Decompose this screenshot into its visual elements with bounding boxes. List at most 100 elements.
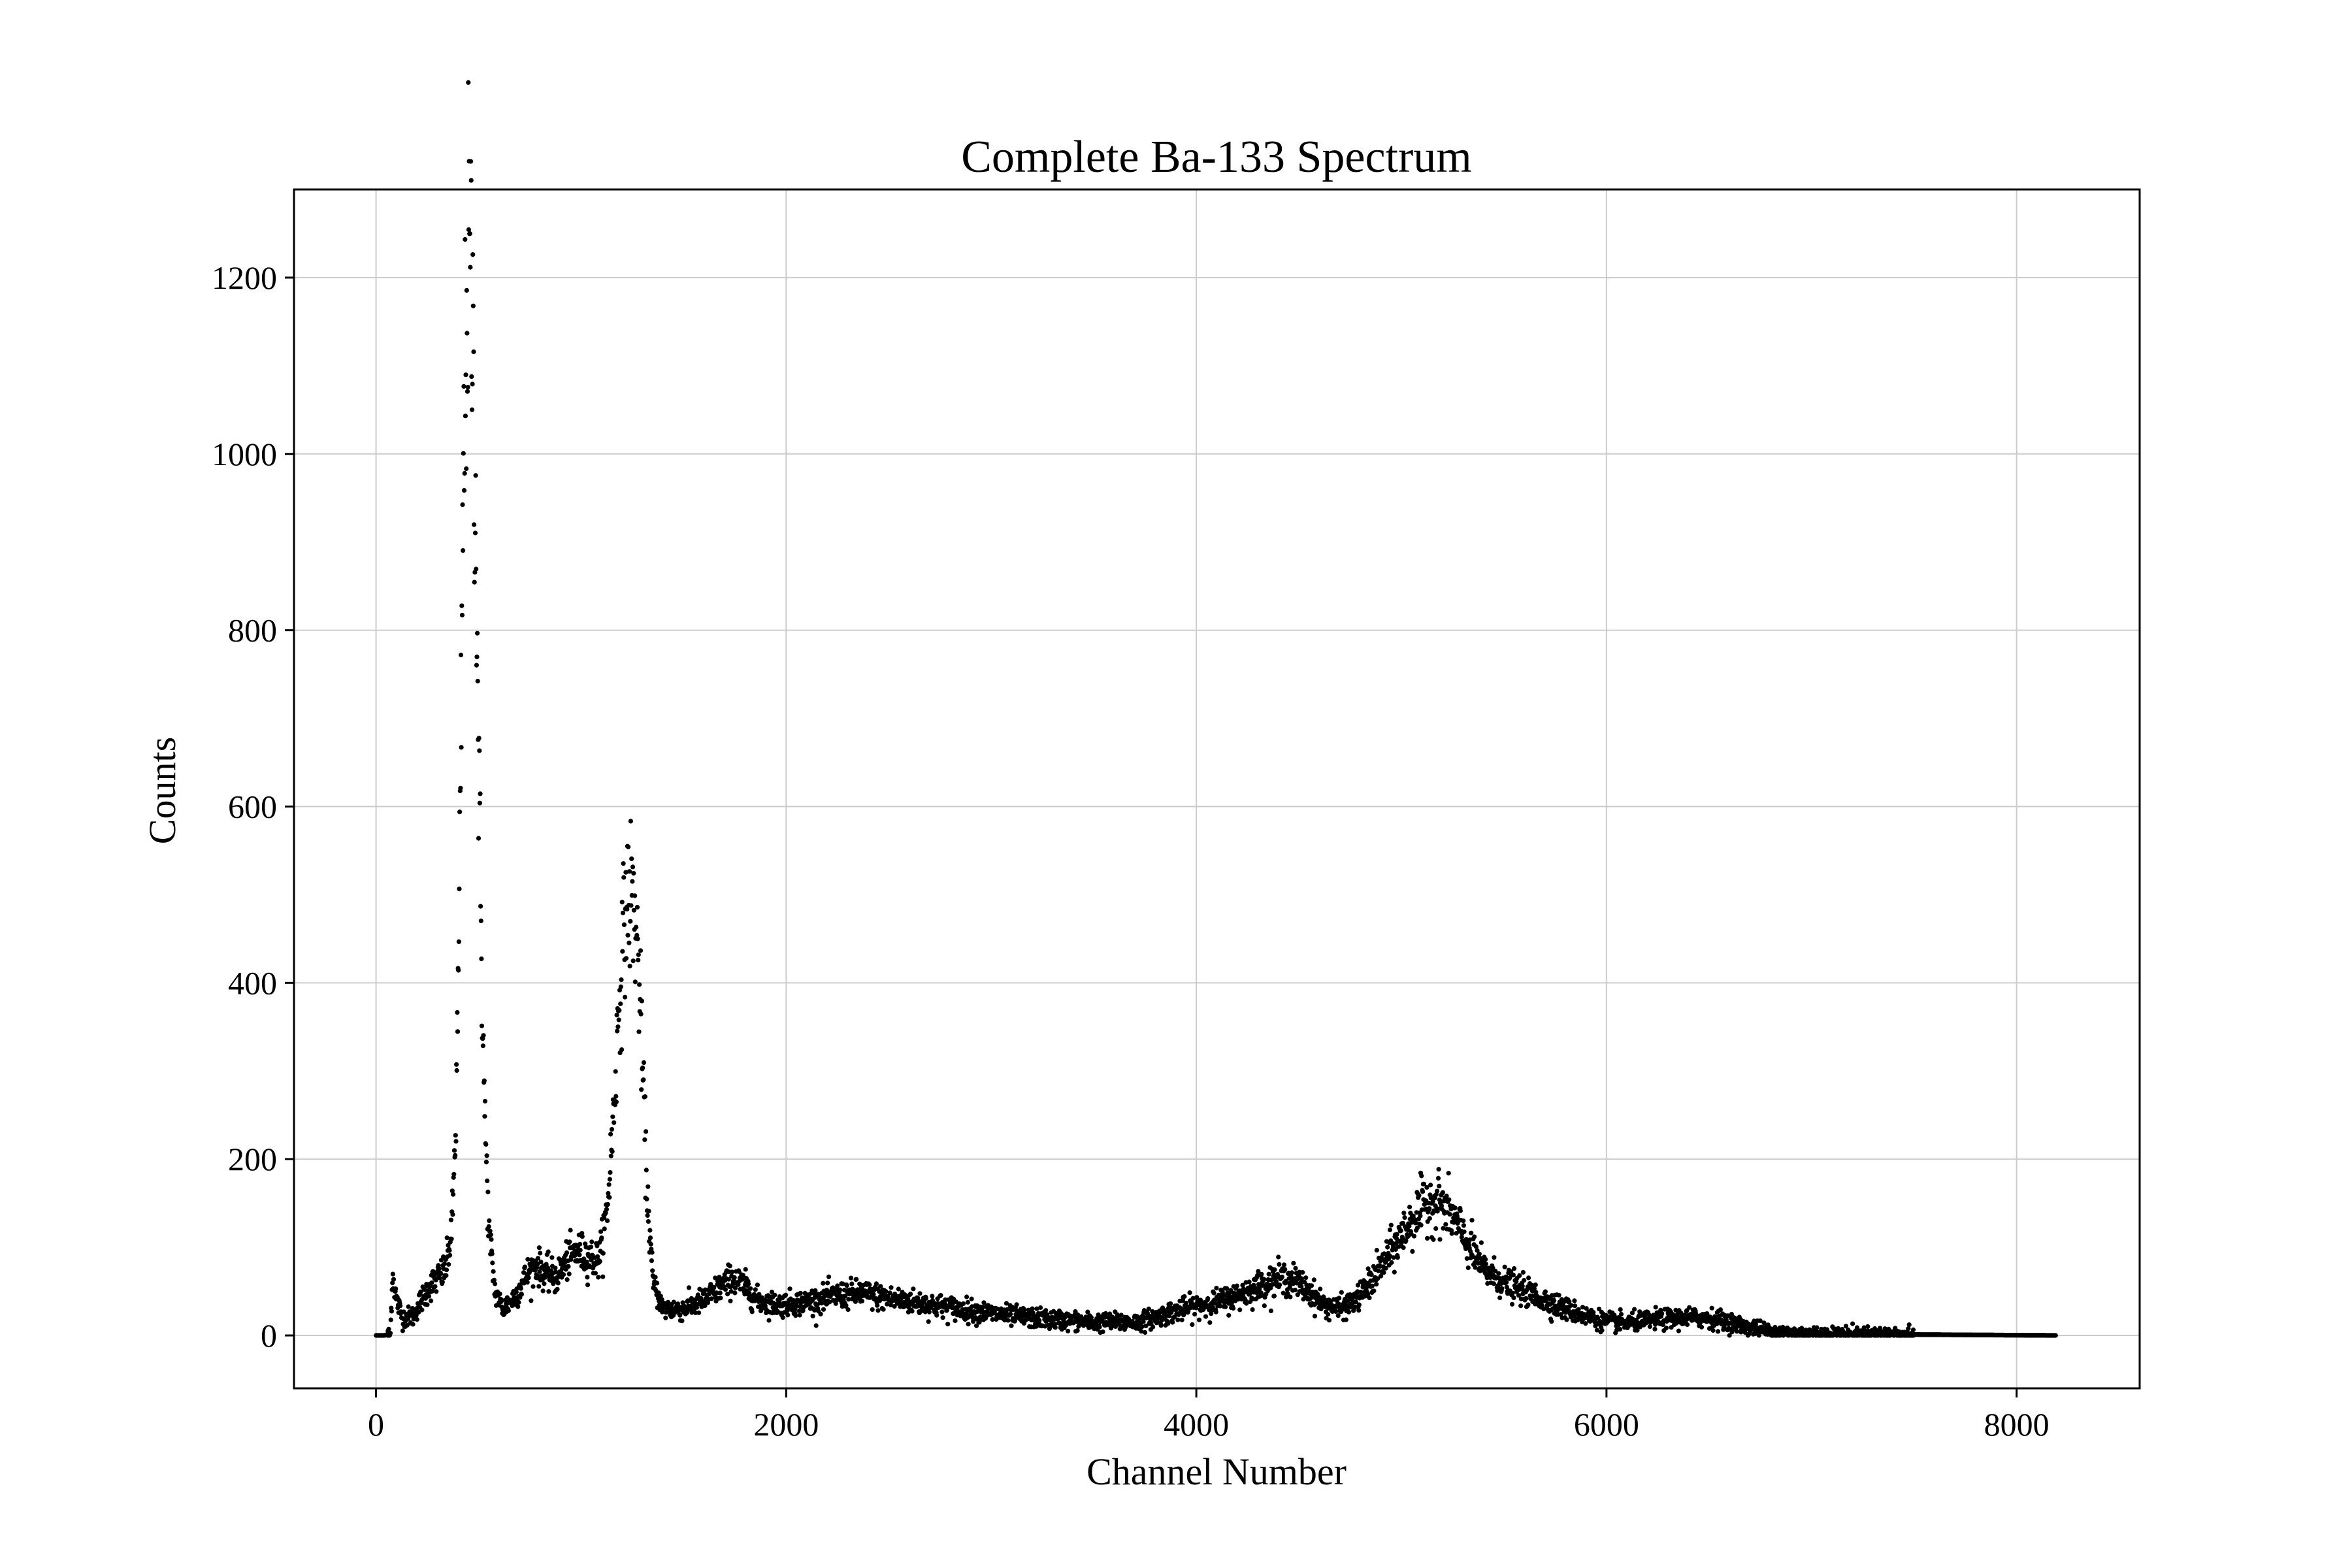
data-point <box>926 1319 931 1324</box>
data-point <box>1262 1303 1267 1309</box>
data-point <box>1213 1309 1218 1315</box>
data-point <box>1299 1284 1304 1289</box>
data-point <box>1365 1266 1371 1271</box>
data-point <box>636 1029 642 1034</box>
data-point <box>1228 1288 1233 1293</box>
data-point <box>1014 1302 1019 1307</box>
data-point <box>613 1100 619 1105</box>
data-point <box>1175 1317 1181 1322</box>
data-point <box>1716 1329 1721 1334</box>
data-point <box>1444 1193 1449 1199</box>
data-point <box>1446 1197 1452 1202</box>
data-point <box>588 1245 594 1250</box>
data-point <box>889 1285 894 1290</box>
data-point <box>444 1267 449 1273</box>
data-point <box>578 1247 583 1253</box>
data-point <box>641 1077 646 1083</box>
data-point <box>1211 1290 1217 1296</box>
data-point <box>598 1229 604 1234</box>
data-point <box>1190 1296 1196 1301</box>
data-point <box>1326 1312 1331 1317</box>
data-point <box>732 1275 737 1280</box>
data-point <box>1718 1307 1723 1313</box>
data-point <box>453 1152 458 1158</box>
data-point <box>621 875 627 880</box>
data-point <box>491 1277 497 1282</box>
data-point <box>1365 1292 1371 1297</box>
data-point <box>1271 1294 1277 1299</box>
data-point <box>585 1282 591 1288</box>
data-point <box>1270 1282 1275 1287</box>
data-point <box>703 1287 708 1292</box>
data-point <box>1458 1208 1463 1213</box>
data-point <box>1509 1301 1515 1307</box>
data-point <box>827 1299 832 1305</box>
data-point <box>1511 1273 1516 1278</box>
data-point <box>638 948 644 953</box>
data-point <box>456 939 462 944</box>
data-point <box>1567 1299 1572 1304</box>
data-point <box>1381 1270 1386 1275</box>
data-point <box>1130 1318 1135 1324</box>
data-point <box>1531 1286 1537 1291</box>
data-point <box>468 178 474 183</box>
data-point <box>1402 1215 1407 1220</box>
data-point <box>843 1303 849 1308</box>
data-point <box>1316 1294 1322 1300</box>
data-point <box>1472 1234 1477 1239</box>
y-tick-label: 1000 <box>212 436 277 472</box>
data-point <box>1906 1326 1911 1331</box>
data-point <box>835 1283 840 1288</box>
data-point <box>990 1317 995 1322</box>
data-point <box>1685 1322 1690 1328</box>
data-point <box>1843 1324 1849 1329</box>
data-point <box>1389 1260 1394 1266</box>
data-point <box>475 630 480 636</box>
data-point <box>753 1287 758 1292</box>
data-point <box>466 227 472 233</box>
data-point <box>600 1250 606 1256</box>
data-point <box>875 1303 880 1308</box>
data-point <box>1300 1269 1305 1275</box>
data-point <box>626 844 631 849</box>
data-point <box>1291 1260 1296 1266</box>
data-point <box>1298 1280 1303 1285</box>
data-point <box>1910 1327 1916 1332</box>
data-point <box>874 1281 879 1286</box>
data-point <box>623 994 628 1000</box>
data-point <box>844 1283 849 1288</box>
data-point <box>1179 1317 1184 1322</box>
data-point <box>1383 1266 1388 1271</box>
data-point <box>491 1269 496 1274</box>
data-point <box>453 1139 459 1144</box>
data-point <box>875 1308 881 1313</box>
data-point <box>480 1043 486 1049</box>
y-tick-label: 1200 <box>212 259 277 296</box>
data-point <box>887 1290 892 1296</box>
data-point <box>535 1256 541 1261</box>
data-point <box>546 1289 551 1294</box>
data-point <box>1441 1226 1446 1231</box>
data-point <box>1446 1171 1451 1176</box>
data-point <box>826 1274 832 1279</box>
data-point <box>1449 1231 1454 1236</box>
data-point <box>525 1280 530 1285</box>
data-point <box>454 1062 459 1067</box>
data-point <box>821 1281 826 1286</box>
data-point <box>791 1298 796 1303</box>
data-point <box>1477 1251 1482 1256</box>
data-point <box>1756 1333 1761 1338</box>
data-point <box>1311 1277 1316 1282</box>
data-point <box>630 864 636 870</box>
data-point <box>813 1288 818 1293</box>
data-point <box>631 871 636 876</box>
data-point <box>840 1304 845 1309</box>
data-point <box>581 1256 587 1262</box>
data-point <box>1418 1213 1423 1218</box>
data-point <box>883 1289 889 1294</box>
data-point <box>846 1297 851 1302</box>
data-point <box>1369 1272 1374 1277</box>
data-point <box>1556 1292 1561 1298</box>
data-point <box>1376 1268 1381 1273</box>
